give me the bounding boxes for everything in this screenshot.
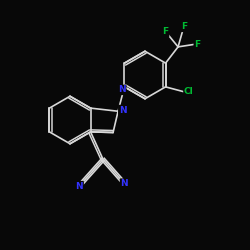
Text: F: F (194, 40, 200, 49)
Text: N: N (76, 182, 83, 190)
Text: F: F (181, 22, 188, 32)
Text: N: N (119, 106, 126, 114)
Text: Cl: Cl (184, 88, 194, 96)
Text: F: F (162, 27, 169, 36)
Text: N: N (118, 86, 126, 94)
Text: N: N (120, 179, 128, 188)
